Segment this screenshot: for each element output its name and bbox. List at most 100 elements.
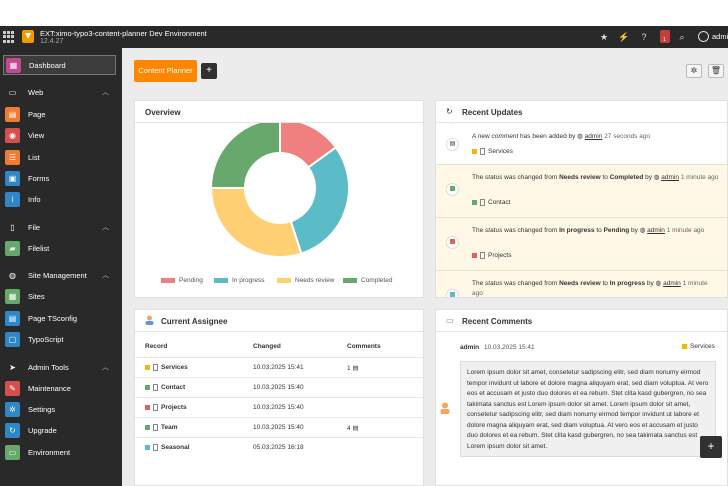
- user-icon: ◍: [639, 227, 646, 234]
- app-grid-icon[interactable]: [3, 31, 15, 43]
- notification-icon[interactable]: 1: [660, 30, 670, 43]
- tab-content-planner[interactable]: Content Planner: [134, 60, 197, 82]
- update-text: A new comment has been added by ◍ admin …: [472, 133, 651, 140]
- dashboard-icon: ▦: [6, 58, 21, 73]
- sidebar-item-label: Filelist: [28, 244, 50, 253]
- legend-item-completed[interactable]: Completed: [343, 277, 392, 284]
- sidebar-item-typoscript[interactable]: ▢ TypoScript: [0, 329, 122, 349]
- flag-icon: [446, 236, 459, 249]
- legend-swatch: [343, 277, 357, 283]
- web-icon: ▭: [8, 88, 17, 97]
- sidebar-item-label: List: [28, 153, 40, 162]
- sidebar-group-web[interactable]: ▭ Web ︿: [0, 82, 122, 102]
- user-link[interactable]: admin: [661, 174, 679, 181]
- star-icon[interactable]: ★: [599, 32, 609, 42]
- eye-icon: ◉: [5, 128, 20, 143]
- sidebar-item-forms[interactable]: ▣ Forms: [0, 168, 122, 188]
- user-name[interactable]: admin: [712, 32, 728, 41]
- sidebar-item-label: Dashboard: [29, 61, 66, 70]
- table-row[interactable]: Seasonal 05.03.2025 16:18: [135, 437, 423, 457]
- sidebar-group-label: Web: [28, 88, 44, 97]
- card-header: Current Assignee: [135, 310, 423, 332]
- legend-item-in-progress[interactable]: In progress: [214, 277, 265, 284]
- pie-slice-completed[interactable]: [209, 123, 281, 189]
- card-title: Recent Updates: [462, 108, 523, 117]
- pie-slice-needs-review[interactable]: [209, 187, 303, 258]
- flag-icon: [472, 253, 477, 258]
- main-content: Content Planner + ✲ 🗑 Overview Pending In…: [122, 48, 728, 486]
- sidebar-item-environment[interactable]: ▭ Environment: [0, 442, 122, 462]
- table-row[interactable]: Services 10.03.2025 15:41 1 ▤: [135, 357, 423, 377]
- update-tag[interactable]: Projects: [472, 252, 511, 259]
- refresh-icon: ↻: [446, 107, 453, 116]
- user-link[interactable]: admin: [663, 280, 681, 287]
- card-header: ↻ Recent Updates: [436, 101, 727, 123]
- sidebar-item-info[interactable]: i Info: [0, 189, 122, 209]
- comment-date: 10.03.2025 15:41: [484, 344, 535, 351]
- search-icon[interactable]: ⌕: [679, 32, 685, 42]
- typo3-logo-icon[interactable]: [22, 30, 34, 43]
- help-icon[interactable]: ?: [641, 32, 647, 42]
- sites-icon: ▦: [5, 289, 20, 304]
- settings-button[interactable]: ✲: [686, 64, 702, 78]
- card-title: Recent Comments: [462, 317, 533, 326]
- legend-item-pending[interactable]: Pending: [161, 277, 203, 284]
- sidebar-item-view[interactable]: ◉ View: [0, 125, 122, 145]
- user-link[interactable]: admin: [647, 227, 665, 234]
- sidebar-group-file[interactable]: ▯ File ︿: [0, 217, 122, 237]
- user-icon: [440, 402, 450, 414]
- comment-author: admin: [460, 344, 480, 351]
- sidebar-item-maintenance[interactable]: ✎ Maintenance: [0, 378, 122, 398]
- flash-icon[interactable]: ⚡: [618, 32, 630, 42]
- pie-slice-in-progress[interactable]: [289, 146, 350, 255]
- sidebar: ▦ Dashboard ▭ Web ︿ ▤ Page ◉ View ☰ List…: [0, 48, 122, 486]
- sidebar-group-site-management[interactable]: ◍ Site Management ︿: [0, 265, 122, 285]
- add-comment-button[interactable]: +: [700, 436, 722, 458]
- update-tag[interactable]: Services: [472, 148, 513, 155]
- sidebar-item-label: Forms: [28, 174, 50, 183]
- top-bar: EXT:ximo-typo3-content-planner Dev Envir…: [0, 26, 728, 48]
- sidebar-item-label: Page: [28, 110, 46, 119]
- avatar[interactable]: [698, 31, 709, 42]
- delete-button[interactable]: 🗑: [708, 64, 724, 78]
- flag-icon: [145, 365, 150, 370]
- page-icon: [153, 424, 158, 431]
- sidebar-item-sites[interactable]: ▦ Sites: [0, 286, 122, 306]
- table-row[interactable]: Contact 10.03.2025 15:40: [135, 377, 423, 397]
- flag-icon: [446, 289, 459, 297]
- sidebar-item-upgrade[interactable]: ↻ Upgrade: [0, 420, 122, 440]
- table-row[interactable]: Projects 10.03.2025 15:40: [135, 397, 423, 417]
- sidebar-item-settings[interactable]: ✲ Settings: [0, 399, 122, 419]
- sidebar-group-admin-tools[interactable]: ➤ Admin Tools ︿: [0, 357, 122, 377]
- comment-tag[interactable]: Services: [682, 343, 715, 350]
- add-tab-button[interactable]: +: [201, 63, 217, 79]
- page-icon: [480, 199, 485, 206]
- comment-icon: ▭: [446, 316, 454, 325]
- sidebar-item-dashboard[interactable]: ▦ Dashboard: [3, 55, 116, 75]
- sidebar-item-filelist[interactable]: ▰ Filelist: [0, 238, 122, 258]
- column-header-changed[interactable]: Changed: [253, 343, 281, 350]
- environment-icon: ▭: [5, 445, 20, 460]
- sidebar-item-list[interactable]: ☰ List: [0, 147, 122, 167]
- sidebar-item-label: TypoScript: [28, 335, 64, 344]
- sidebar-item-label: Upgrade: [28, 426, 57, 435]
- legend-item-needs-review[interactable]: Needs review: [277, 277, 334, 284]
- update-text: The status was changed from In progress …: [472, 227, 705, 234]
- sidebar-item-page-tsconfig[interactable]: ▤ Page TSconfig: [0, 308, 122, 328]
- user-link[interactable]: admin: [584, 133, 603, 140]
- sidebar-item-page[interactable]: ▤ Page: [0, 104, 122, 124]
- flag-icon: [145, 445, 150, 450]
- column-header-record[interactable]: Record: [145, 343, 168, 350]
- sidebar-item-label: Sites: [28, 292, 45, 301]
- card-title: Current Assignee: [161, 317, 228, 326]
- column-header-comments[interactable]: Comments: [347, 343, 381, 350]
- legend-label: Pending: [179, 277, 203, 284]
- chevron-up-icon: ︿: [102, 89, 109, 96]
- page-icon: [480, 252, 485, 259]
- update-tag[interactable]: Contact: [472, 199, 510, 206]
- card-header: ▭ Recent Comments: [436, 310, 727, 332]
- recent-comments-card: ▭ Recent Comments admin 10.03.2025 15:41…: [435, 309, 728, 486]
- forms-icon: ▣: [5, 171, 20, 186]
- flag-icon: [145, 405, 150, 410]
- table-row[interactable]: Team 10.03.2025 15:40 4 ▤: [135, 417, 423, 437]
